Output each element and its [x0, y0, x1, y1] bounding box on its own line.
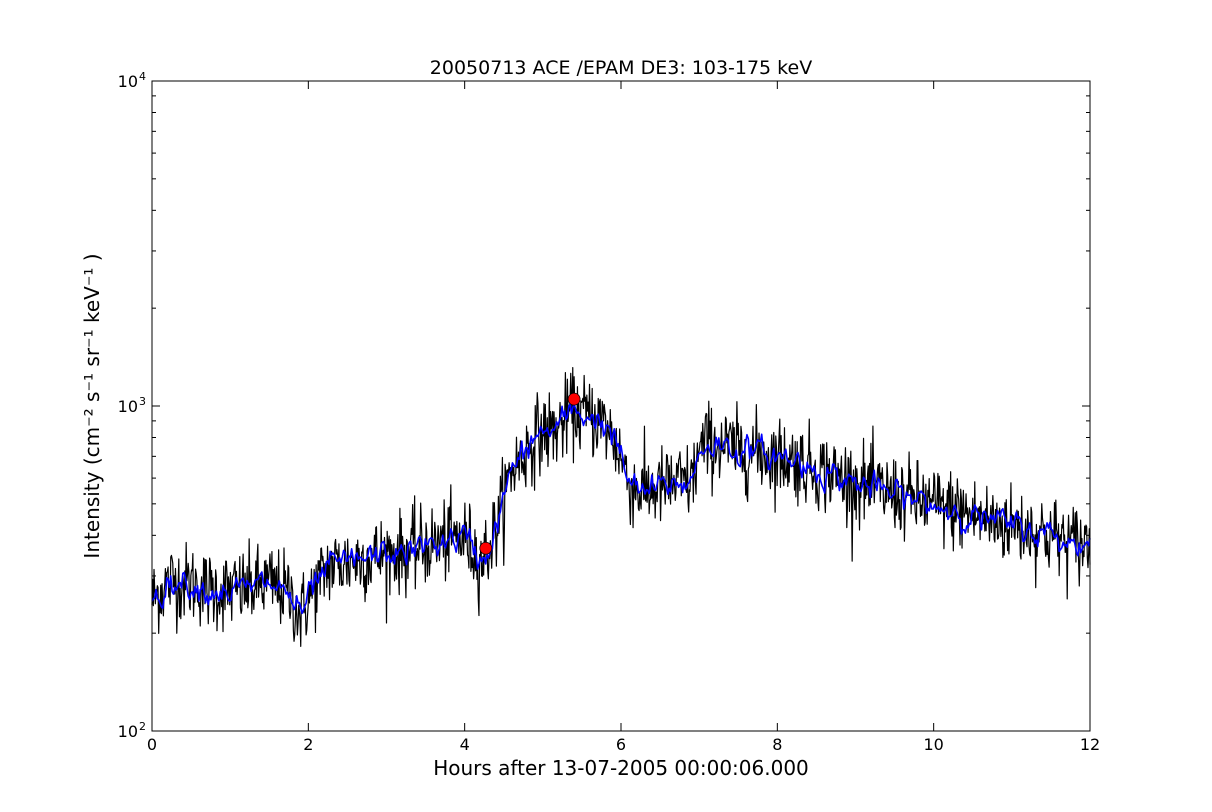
y-tick-label: 10	[118, 397, 138, 416]
y-tick-label-exponent: 3	[139, 395, 146, 408]
marker-layer	[479, 392, 581, 555]
series-layer	[151, 367, 1091, 647]
x-tick-label: 0	[147, 735, 157, 754]
x-axis-tick-labels: 0 2 4 6 8 10 12	[147, 735, 1100, 754]
x-tick-label: 6	[616, 735, 626, 754]
x-tick-label: 10	[923, 735, 943, 754]
event-marker	[479, 541, 493, 555]
chart-title: 20050713 ACE /EPAM DE3: 103-175 keV	[430, 57, 812, 79]
y-tick-label-exponent: 2	[139, 720, 146, 733]
series-line-smoothed	[151, 403, 1091, 615]
y-tick-label: 10	[118, 722, 138, 741]
y-tick-label-exponent: 4	[139, 70, 146, 83]
x-tick-label: 12	[1080, 735, 1100, 754]
y-tick-label: 10	[118, 72, 138, 91]
y-axis-label: Intensity (cm⁻² s⁻¹ sr⁻¹ keV⁻¹ )	[80, 253, 104, 558]
x-tick-label: 8	[772, 735, 782, 754]
tick-layer	[151, 80, 1091, 732]
x-tick-label: 2	[303, 735, 313, 754]
plot-area	[151, 80, 1091, 732]
x-axis-label: Hours after 13-07-2005 00:00:06.000	[433, 756, 809, 780]
event-marker	[567, 392, 581, 406]
x-tick-label: 4	[460, 735, 470, 754]
series-line-raw	[151, 367, 1091, 647]
